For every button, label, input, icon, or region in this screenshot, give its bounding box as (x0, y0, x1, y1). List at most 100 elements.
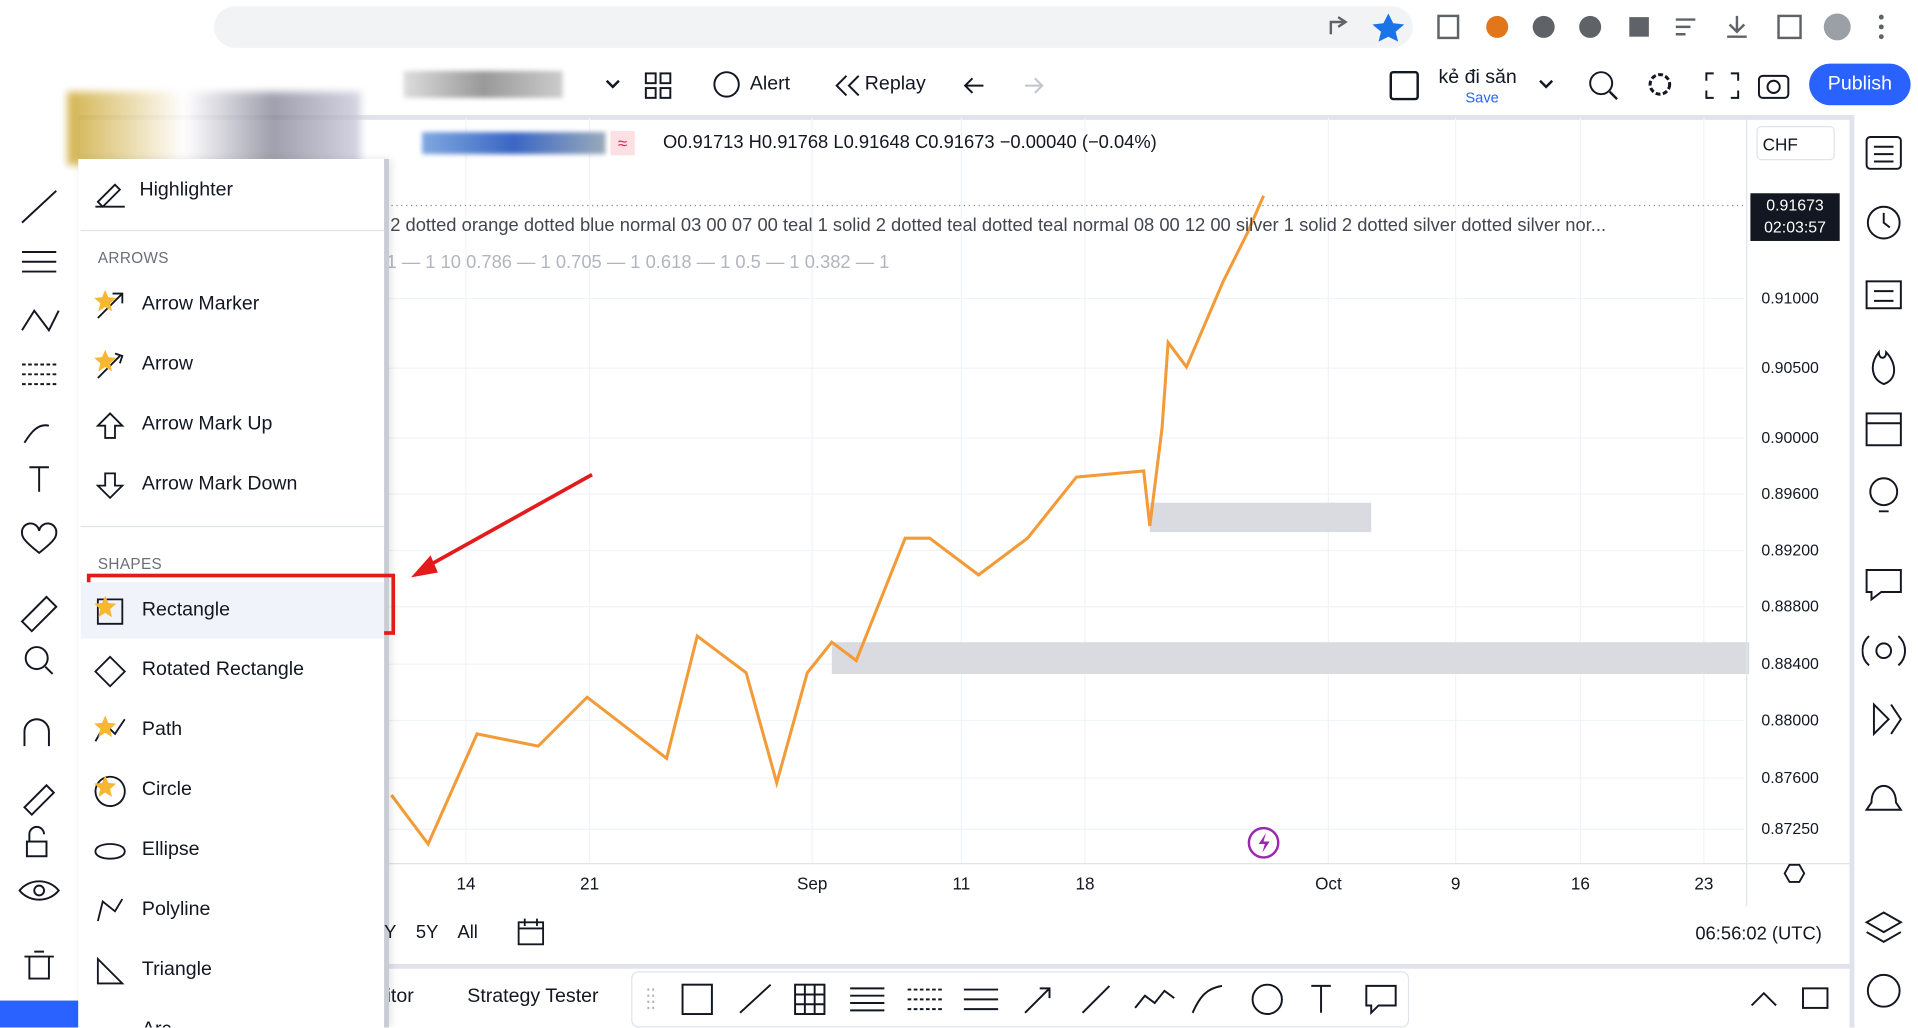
range-button[interactable]: Y (384, 922, 397, 944)
clock: 06:56:02 (UTC) (1695, 923, 1822, 945)
time-label: Oct (1315, 873, 1342, 893)
badge-countdown: 02:03:57 (1764, 217, 1826, 237)
price-label: 0.87600 (1761, 768, 1819, 787)
event-icon[interactable] (1247, 826, 1280, 859)
drawing-favorites-bar (631, 971, 1410, 1028)
price-label: 0.88400 (1761, 654, 1819, 673)
bottom-right-icons (1750, 987, 1829, 1009)
tool-label: Arrow Marker (141, 293, 260, 315)
price-label: 0.88000 (1761, 710, 1819, 730)
tool-icon (94, 655, 127, 688)
alert-button[interactable]: Alert (749, 73, 791, 95)
ohlc-row: O0.91713 H0.91768 L0.91648 C0.91673 −0.0… (663, 132, 1157, 153)
menu-item[interactable]: Polyline (81, 882, 384, 938)
tab-strategy-tester[interactable]: Strategy Tester (467, 985, 599, 1007)
menu-item[interactable]: Circle (81, 762, 384, 818)
price-label: 0.90000 (1761, 428, 1819, 447)
tool-icon (95, 472, 125, 500)
left-tools (18, 190, 60, 980)
time-label: Sep (796, 873, 828, 893)
currency-select[interactable]: CHF (1756, 125, 1835, 161)
favorite-star[interactable] (93, 349, 117, 373)
tool-label: Highlighter (139, 179, 234, 201)
time-label: 14 (456, 873, 476, 893)
address-bar[interactable] (214, 6, 1413, 48)
zone-upper (1149, 502, 1372, 533)
tool-label: Triangle (141, 958, 212, 980)
publish-button[interactable]: Publish (1809, 63, 1911, 106)
favorite-star[interactable] (93, 594, 117, 618)
right-sidebar-icons (1861, 136, 1907, 1008)
tool-label: Path (141, 719, 183, 741)
menu-section-title: SHAPES (97, 555, 163, 573)
logo-blur (67, 91, 361, 166)
range-bar (386, 908, 1850, 969)
layout-name[interactable]: kẻ đi săn (1438, 67, 1517, 89)
menu-divider (80, 525, 385, 528)
range-button[interactable]: 5Y (415, 922, 439, 944)
menu-item[interactable]: Arc (81, 1002, 384, 1028)
date-range-icon[interactable] (516, 917, 548, 949)
time-label: 18 (1075, 873, 1095, 893)
menu-divider (80, 229, 385, 232)
time-label: 16 (1570, 873, 1590, 893)
tab-editor[interactable]: itor (386, 985, 414, 1007)
menu-item[interactable]: Triangle (81, 942, 384, 998)
indicator-line-1: 2 dotted orange dotted blue normal 03 00… (390, 215, 1607, 237)
tool-icon (95, 183, 125, 209)
right-toolbar-icons (1539, 71, 1790, 100)
time-label: 21 (580, 873, 600, 893)
top-toolbar (0, 54, 1918, 120)
menu-item[interactable]: Arrow (81, 336, 384, 392)
menu-item[interactable]: Highlighter (81, 163, 384, 219)
tool-icon (94, 843, 126, 860)
favorite-star[interactable] (93, 289, 117, 313)
low: L0.91648 (833, 132, 910, 153)
time-label: 11 (952, 873, 971, 893)
menu-item[interactable]: Arrow Mark Down (81, 456, 384, 512)
high: H0.91768 (748, 132, 829, 153)
tool-icon (96, 956, 125, 985)
price-label: 0.90500 (1761, 358, 1819, 377)
price-series (390, 195, 1265, 848)
price-badge: 0.91673 02:03:57 (1750, 193, 1840, 241)
tool-label: Arrow (141, 353, 193, 375)
tool-label: Rotated Rectangle (141, 659, 305, 681)
chart-pane (386, 117, 1850, 907)
replay-button[interactable]: Replay (864, 73, 926, 95)
tool-icon (96, 598, 124, 625)
change: −0.00040 (−0.04%) (999, 132, 1157, 153)
close: C0.91673 (915, 132, 995, 153)
tool-label: Rectangle (141, 599, 231, 621)
menu-item[interactable]: Arrow Mark Up (81, 396, 384, 452)
tool-label: Arrow Mark Down (141, 473, 298, 495)
favorite-tools (647, 983, 1397, 1016)
tool-icon (95, 412, 125, 439)
menu-item[interactable]: Rectangle (80, 582, 385, 639)
tool-label: Ellipse (141, 839, 200, 860)
tool-label: Circle (141, 779, 192, 800)
indicator-flag: ≈ (610, 130, 635, 156)
menu-section-title: ARROWS (97, 249, 169, 267)
collapse-button[interactable] (0, 1000, 79, 1028)
layout-checkbox[interactable] (1389, 70, 1419, 101)
tool-icon (96, 898, 124, 922)
menu-item[interactable]: Arrow Marker (81, 276, 384, 332)
menu-item[interactable]: Ellipse (81, 822, 384, 878)
favorite-star[interactable] (93, 714, 117, 738)
tool-icon (94, 775, 126, 807)
right-sidebar (1849, 114, 1918, 1028)
annotation-arrow (410, 472, 593, 578)
save-label[interactable]: Save (1465, 89, 1499, 107)
symbol-blur (403, 70, 563, 98)
menu-item[interactable]: Rotated Rectangle (81, 642, 384, 698)
price-label: 0.91000 (1761, 288, 1819, 308)
menu-item[interactable]: Path (81, 702, 384, 758)
range-button[interactable]: All (457, 922, 478, 944)
favorite-star[interactable] (93, 774, 117, 798)
time-label: 23 (1694, 873, 1714, 893)
open: O0.91713 (662, 132, 744, 153)
price-label: 0.89200 (1761, 540, 1819, 560)
toolbar-icons (605, 71, 1044, 99)
